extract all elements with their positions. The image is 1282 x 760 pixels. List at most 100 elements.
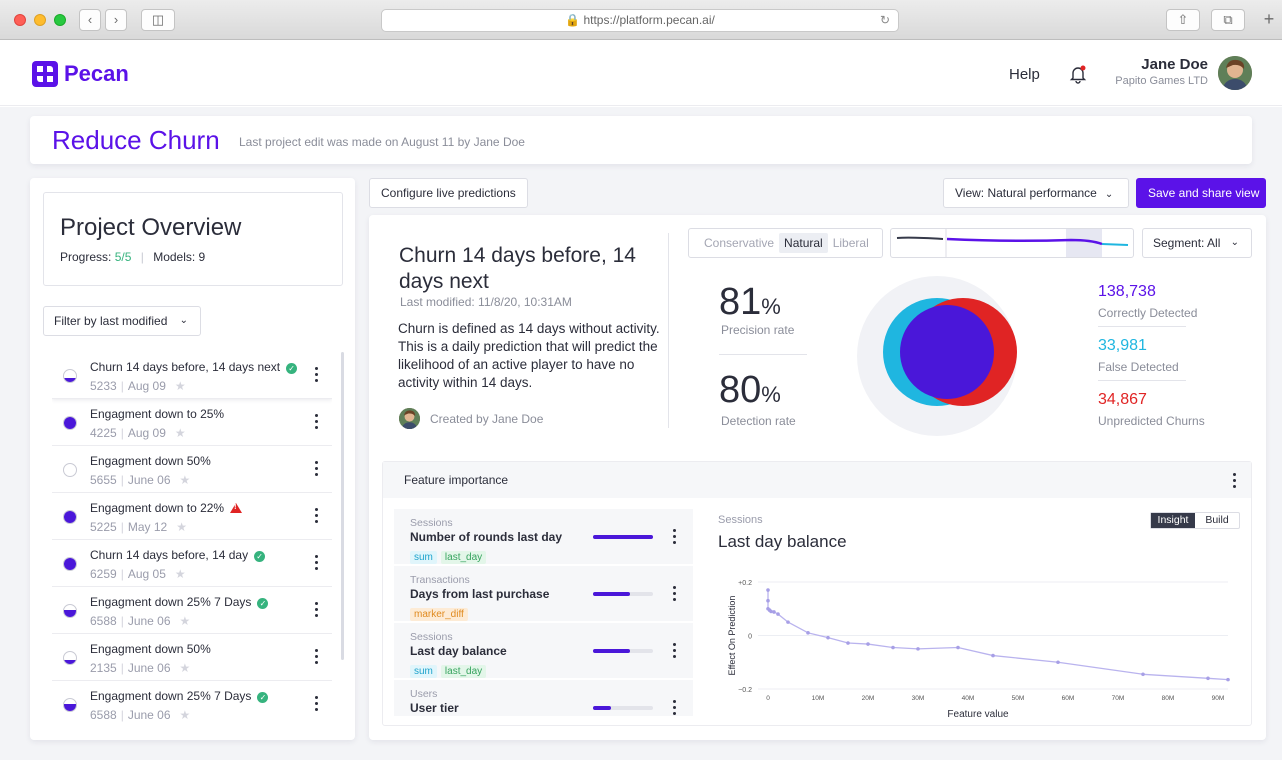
project-date: Aug 09 — [127, 379, 166, 393]
project-meta: 6588 | June 06 ★ — [90, 708, 190, 722]
view-dropdown[interactable]: View: Natural performance ⌄ — [943, 178, 1129, 208]
project-list-item[interactable]: Engagment down 50% 5655 | June 06 ★ — [52, 446, 332, 493]
check-icon: ✓ — [257, 692, 269, 703]
star-icon[interactable]: ★ — [174, 379, 186, 393]
view-label: View: Natural performance — [955, 186, 1097, 200]
project-list-item[interactable]: Churn 14 days before, 14 days next ✓ 5233 |… — [52, 352, 332, 399]
share-icon[interactable]: ⇧ — [1166, 9, 1200, 31]
app-header: Pecan Help Jane Doe Papito Games LTD — [0, 40, 1282, 106]
star-icon[interactable]: ★ — [179, 708, 191, 722]
project-list-item[interactable]: Engagment down to 25% 4225 | Aug 09 ★ — [52, 399, 332, 446]
threshold-mini-chart[interactable] — [890, 228, 1134, 258]
url-bar[interactable]: 🔒 https://platform.pecan.ai/ ↻ — [381, 9, 899, 32]
feature-row[interactable]: Users User tier — [394, 680, 693, 716]
effect-line-chart: +0.2 0 −0.2 0 10M 20M 30M 40M 50M 60M 70M 80M 90M Fea… — [727, 580, 1230, 720]
forward-icon[interactable]: › — [105, 9, 127, 31]
chevron-down-icon: ⌄ — [179, 315, 188, 326]
star-icon[interactable]: ★ — [176, 520, 187, 534]
insight-build-toggle[interactable]: Insight Build — [1150, 512, 1240, 529]
project-list: Churn 14 days before, 14 days next ✓ 5233 |… — [52, 352, 332, 722]
x-tick-label: 50M — [1012, 695, 1025, 702]
more-options-icon[interactable] — [315, 461, 319, 479]
project-meta: 5233 | Aug 09 ★ — [90, 379, 186, 393]
more-options-icon[interactable] — [315, 649, 319, 667]
more-options-icon[interactable] — [315, 555, 319, 573]
more-options-icon[interactable] — [315, 414, 319, 432]
more-options-icon[interactable] — [673, 700, 677, 716]
model-description: Churn is defined as 14 days without acti… — [398, 321, 660, 390]
user-name[interactable]: Jane Doe — [1141, 56, 1208, 73]
browser-chrome: ‹ › ◫ 🔒 https://platform.pecan.ai/ ↻ ⇧ ⧉… — [0, 0, 1282, 40]
feature-row[interactable]: Transactions Days from last purchase marke… — [394, 566, 693, 623]
feature-row[interactable]: Sessions Number of rounds last day sum last… — [394, 509, 693, 566]
zoom-window-button[interactable] — [54, 14, 66, 26]
star-icon[interactable]: ★ — [179, 661, 191, 675]
more-options-icon[interactable] — [673, 643, 677, 661]
project-meta: 6259 | Aug 05 ★ — [90, 567, 186, 581]
data-point — [776, 612, 780, 616]
project-id: 4225 — [90, 426, 117, 440]
created-by: Created by Jane Doe — [430, 412, 544, 426]
star-icon[interactable]: ★ — [174, 567, 186, 581]
threshold-natural[interactable]: Natural — [779, 233, 828, 253]
star-icon[interactable]: ★ — [174, 426, 186, 440]
save-and-share-button[interactable]: Save and share view — [1136, 178, 1266, 208]
detail-category: Sessions — [718, 514, 763, 526]
project-date: June 06 — [127, 661, 171, 675]
data-point — [826, 635, 830, 640]
notification-bell-icon[interactable] — [1069, 64, 1087, 84]
minimize-window-button[interactable] — [34, 14, 46, 26]
chevron-down-icon: ⌄ — [1230, 237, 1239, 248]
project-name-text: Churn 14 days before, 14 day — [90, 548, 249, 562]
project-overview-card: Project Overview Progress: 5/5 | Models:… — [43, 192, 343, 286]
feature-row[interactable]: Sessions Last day balance sum last_day — [394, 623, 693, 680]
data-point — [991, 653, 995, 658]
pecan-logo-icon — [32, 61, 58, 87]
data-point — [1056, 660, 1060, 665]
star-icon[interactable]: ★ — [179, 473, 191, 487]
data-point — [769, 609, 773, 614]
detection-unit: % — [761, 382, 781, 407]
build-tab[interactable]: Build — [1205, 514, 1229, 526]
project-list-scrollbar[interactable] — [341, 352, 344, 660]
project-name-text: Engagment down to 25% — [90, 407, 225, 421]
model-progress-icon — [63, 604, 77, 618]
threshold-liberal[interactable]: Liberal — [832, 236, 869, 250]
close-window-button[interactable] — [14, 14, 26, 26]
segment-dropdown[interactable]: Segment: All ⌄ — [1142, 228, 1252, 258]
configure-live-predictions-button[interactable]: Configure live predictions — [369, 178, 528, 208]
more-options-icon[interactable] — [315, 696, 319, 714]
insight-tab[interactable]: Insight — [1151, 513, 1195, 528]
more-options-icon[interactable] — [315, 508, 319, 526]
more-options-icon[interactable] — [673, 586, 677, 604]
project-list-item[interactable]: Churn 14 days before, 14 day ✓ 6259 | Aug 05… — [52, 540, 332, 587]
reload-icon[interactable]: ↻ — [879, 13, 890, 27]
new-tab-icon[interactable]: + — [1263, 9, 1275, 29]
more-options-icon[interactable] — [315, 602, 319, 620]
threshold-conservative[interactable]: Conservative — [704, 236, 775, 250]
data-point — [1141, 672, 1145, 677]
data-point — [1206, 676, 1210, 681]
logo[interactable]: Pecan — [32, 61, 129, 87]
star-icon[interactable]: ★ — [179, 614, 191, 628]
project-list-item[interactable]: Engagment down to 22% 5225|May 12 ★ — [52, 493, 332, 540]
tabs-icon[interactable]: ⧉ — [1211, 9, 1245, 31]
segment-label: Segment: All — [1153, 236, 1221, 250]
overview-title: Project Overview — [60, 214, 242, 241]
project-list-item[interactable]: Engagment down 25% 7 Days ✓ 6588 | June 06 ★ — [52, 587, 332, 634]
data-point — [786, 620, 790, 624]
more-options-icon[interactable] — [315, 367, 319, 385]
filter-dropdown[interactable]: Filter by last modified ⌄ — [43, 306, 201, 336]
project-list-item[interactable]: Engagment down 50% 2135 | June 06 ★ — [52, 634, 332, 681]
sidebar-toggle-icon[interactable]: ◫ — [141, 9, 175, 31]
model-progress-icon — [63, 651, 77, 665]
feature-importance-title: Feature importance — [404, 473, 509, 487]
project-list-item[interactable]: Engagment down 25% 7 Days ✓ 6588 | June 06 ★ — [52, 681, 332, 722]
back-icon[interactable]: ‹ — [79, 9, 101, 31]
more-options-icon[interactable] — [673, 529, 677, 547]
more-options-icon[interactable] — [1233, 473, 1237, 491]
threshold-selector[interactable]: Conservative Natural Liberal — [688, 228, 883, 258]
x-tick-label: 0 — [766, 695, 770, 702]
help-link[interactable]: Help — [1009, 66, 1040, 83]
avatar[interactable] — [1218, 56, 1252, 90]
